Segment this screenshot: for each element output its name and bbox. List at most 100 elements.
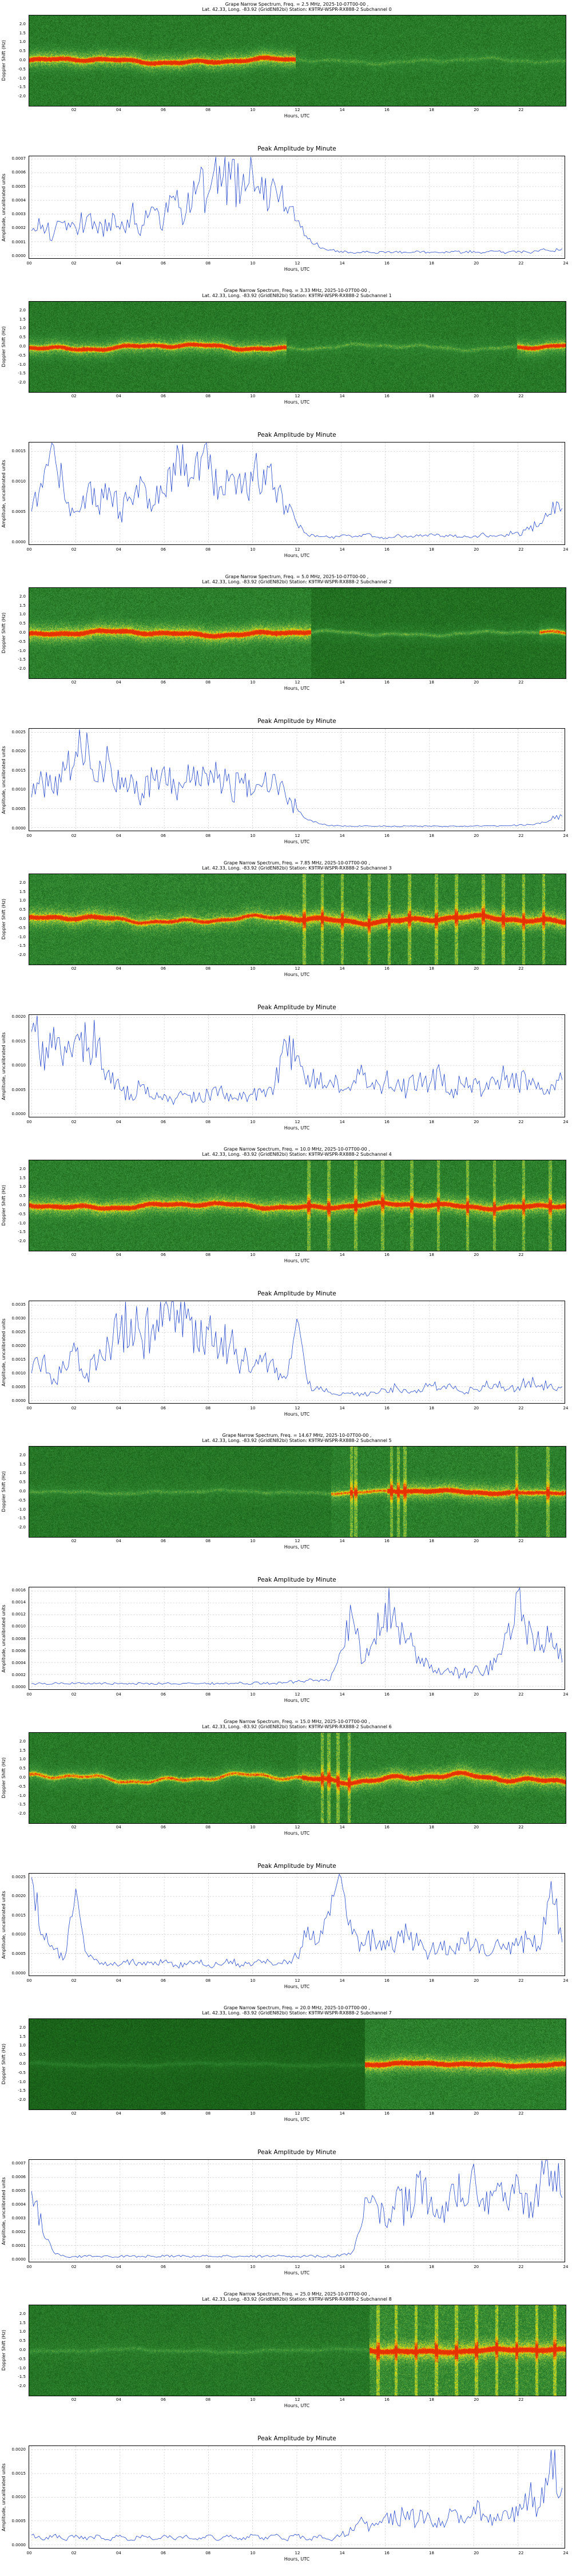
x-tick-label: 18 xyxy=(429,1978,434,1983)
x-tick-label: 20 xyxy=(474,1692,479,1697)
y-tick-label: 0.5 xyxy=(19,907,26,912)
x-tick-label: 22 xyxy=(518,1539,524,1543)
spectrogram-heatmap xyxy=(29,1160,566,1251)
x-tick-label: 02 xyxy=(71,2265,77,2269)
y-tick-label: -1.0 xyxy=(18,934,26,939)
y-tick-label: 0.0010 xyxy=(11,1624,26,1629)
x-tick-label: 04 xyxy=(116,966,121,971)
x-tick-label: 06 xyxy=(161,108,166,112)
amplitude-line-plot xyxy=(29,1014,565,1117)
x-tick-label: 06 xyxy=(161,1825,166,1830)
x-axis-label: Hours, UTC xyxy=(284,839,310,844)
x-tick-label: 08 xyxy=(205,2265,211,2269)
x-tick-label: 16 xyxy=(384,1253,390,1257)
y-tick-label: 2.0 xyxy=(19,1739,26,1744)
peak-amplitude-panel-subchannel-5: Peak Amplitude by Minute Amplitude, uncal… xyxy=(0,1574,572,1717)
x-tick-label: 04 xyxy=(116,394,121,398)
y-axis-label: Amplitude, uncalibrated units xyxy=(1,459,6,528)
y-tick-label: 0.0010 xyxy=(11,787,26,792)
x-tick-label: 18 xyxy=(429,261,434,266)
y-tick-label: -1.0 xyxy=(18,2079,26,2084)
y-tick-label: 0.0 xyxy=(19,630,26,635)
y-tick-label: -1.0 xyxy=(18,362,26,367)
y-tick-label: 2.0 xyxy=(19,1452,26,1457)
x-tick-label: 14 xyxy=(339,2397,345,2402)
x-tick-label: 06 xyxy=(161,547,166,552)
y-tick-label: -1.0 xyxy=(18,1507,26,1512)
spectrogram-panel-subchannel-5: Grape Narrow Spectrum, Freq. = 14.67 MHz… xyxy=(0,1431,572,1574)
x-tick-label: 02 xyxy=(71,1825,77,1830)
y-tick-label: 0.0005 xyxy=(11,2519,26,2524)
x-tick-label: 22 xyxy=(518,833,524,838)
x-tick-label: 14 xyxy=(339,2551,345,2555)
x-tick-label: 20 xyxy=(474,108,479,112)
y-tick-label: -1.0 xyxy=(18,76,26,81)
x-tick-label: 14 xyxy=(339,1539,345,1543)
y-tick-label: 0.0016 xyxy=(11,1588,26,1593)
x-tick-label: 12 xyxy=(295,680,300,685)
y-tick-label: -0.5 xyxy=(18,1211,26,1216)
chart-title: Peak Amplitude by Minute xyxy=(257,718,336,725)
x-tick-label: 12 xyxy=(295,394,300,398)
x-tick-label: 06 xyxy=(161,1253,166,1257)
x-tick-label: 22 xyxy=(518,108,524,112)
x-tick-label: 12 xyxy=(295,2397,300,2402)
y-axis-label-box: Amplitude, uncalibrated units xyxy=(0,728,7,831)
spectrogram-panel-subchannel-1: Grape Narrow Spectrum, Freq. = 3.33 MHz,… xyxy=(0,286,572,429)
y-tick-label: -1.5 xyxy=(18,85,26,90)
x-tick-label: 14 xyxy=(339,1406,345,1411)
y-tick-label: 2.0 xyxy=(19,2025,26,2030)
x-tick-label: 06 xyxy=(161,680,166,685)
y-tick-label: 0.0015 xyxy=(11,2471,26,2476)
x-tick-label: 10 xyxy=(250,680,256,685)
y-tick-label: 1.0 xyxy=(19,39,26,45)
x-axis-label: Hours, UTC xyxy=(284,553,310,558)
x-axis-label: Hours, UTC xyxy=(284,2270,310,2275)
y-tick-label: -0.5 xyxy=(18,2070,26,2075)
y-tick-label: 0.0005 xyxy=(11,2188,26,2194)
x-tick-label: 10 xyxy=(250,261,256,266)
amplitude-line-plot xyxy=(29,1873,565,1976)
x-tick-label: 16 xyxy=(384,1978,390,1983)
x-tick-label: 12 xyxy=(295,1825,300,1830)
x-tick-label: 04 xyxy=(116,1120,121,1124)
y-tick-label: 0.0005 xyxy=(11,1087,26,1092)
x-tick-label: 24 xyxy=(563,1120,569,1124)
x-tick-label: 10 xyxy=(250,2111,256,2116)
y-tick-label: 0.0010 xyxy=(11,1371,26,1376)
x-tick-label: 16 xyxy=(384,547,390,552)
spectrogram-panel-subchannel-8: Grape Narrow Spectrum, Freq. = 25.0 MHz,… xyxy=(0,2290,572,2433)
x-tick-label: 22 xyxy=(518,1825,524,1830)
y-tick-label: 0.0000 xyxy=(11,2543,26,2548)
chart-subtitle: Lat. 42.33, Long. -83.92 (GridEN82bi) St… xyxy=(202,1152,392,1157)
x-tick-label: 04 xyxy=(116,2111,121,2116)
chart-title: Peak Amplitude by Minute xyxy=(257,1290,336,1297)
y-tick-label: 0.0010 xyxy=(11,479,26,484)
spectrogram-panel-subchannel-3: Grape Narrow Spectrum, Freq. = 7.85 MHz,… xyxy=(0,859,572,1002)
y-tick-label: 0.0003 xyxy=(11,2216,26,2221)
x-tick-label: 18 xyxy=(429,1692,434,1697)
y-tick-label: 0.5 xyxy=(19,2052,26,2057)
x-tick-label: 20 xyxy=(474,261,479,266)
x-tick-label: 22 xyxy=(518,680,524,685)
y-tick-label: 0.0005 xyxy=(11,184,26,189)
y-tick-label: 0.0007 xyxy=(11,156,26,161)
x-tick-label: 02 xyxy=(71,394,77,398)
x-tick-label: 16 xyxy=(384,833,390,838)
peak-amplitude-panel-subchannel-1: Peak Amplitude by Minute Amplitude, uncal… xyxy=(0,429,572,572)
y-tick-label: 0.0003 xyxy=(11,212,26,217)
x-tick-label: 22 xyxy=(518,1692,524,1697)
amplitude-series-line xyxy=(31,729,563,827)
y-tick-label: -2.0 xyxy=(18,94,26,99)
y-tick-label: 0.0007 xyxy=(11,2161,26,2166)
x-tick-label: 16 xyxy=(384,2397,390,2402)
chart-subtitle: Lat. 42.33, Long. -83.92 (GridEN82bi) St… xyxy=(202,1438,392,1443)
peak-amplitude-panel-subchannel-4: Peak Amplitude by Minute Amplitude, uncal… xyxy=(0,1288,572,1431)
x-tick-label: 18 xyxy=(429,1406,434,1411)
x-tick-label: 02 xyxy=(71,680,77,685)
chart-subtitle: Lat. 42.33, Long. -83.92 (GridEN82bi) St… xyxy=(202,866,392,871)
x-tick-label: 06 xyxy=(161,2551,166,2555)
x-tick-label: 18 xyxy=(429,547,434,552)
x-tick-label: 24 xyxy=(563,261,569,266)
x-tick-label: 16 xyxy=(384,394,390,398)
